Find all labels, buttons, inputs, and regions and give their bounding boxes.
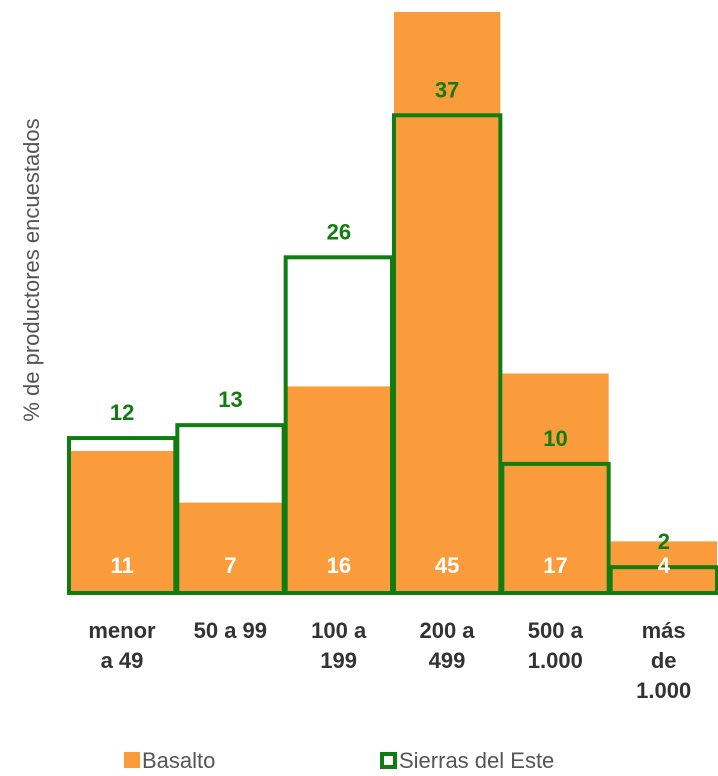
x-tick-label: menor a 49 [88, 618, 156, 673]
bar-outline [392, 113, 503, 596]
data-label: 11 [111, 553, 134, 578]
bar [502, 373, 609, 593]
data-label: 12 [110, 400, 134, 425]
legend-swatch [124, 752, 140, 768]
data-label: 10 [543, 426, 567, 451]
legend-label: Basalto [142, 748, 216, 773]
bar [394, 12, 501, 593]
data-label: 7 [224, 553, 236, 578]
legend-label: Sierras del Este [399, 748, 555, 773]
data-label: 37 [435, 77, 459, 102]
y-axis-label: % de productores encuestados [19, 118, 44, 422]
x-tick-label: 500 a 1.000 [527, 618, 583, 673]
x-tick-label: 100 a 199 [311, 618, 367, 673]
bar-outline [500, 461, 611, 595]
bar [285, 386, 392, 593]
data-label: 17 [543, 553, 567, 578]
bar [69, 450, 176, 593]
data-label: 2 [658, 529, 670, 554]
bar [177, 502, 284, 593]
data-label: 13 [218, 387, 242, 412]
legend-swatch [380, 752, 397, 769]
data-label: 26 [327, 219, 351, 244]
x-tick-label: 200 a 499 [419, 618, 475, 673]
x-tick-label: más de 1.000 [636, 618, 692, 703]
bar-outline [608, 565, 718, 596]
data-label: 4 [658, 553, 671, 578]
data-label: 45 [435, 553, 459, 578]
data-label: 16 [327, 553, 351, 578]
x-tick-label: 50 a 99 [193, 618, 268, 643]
